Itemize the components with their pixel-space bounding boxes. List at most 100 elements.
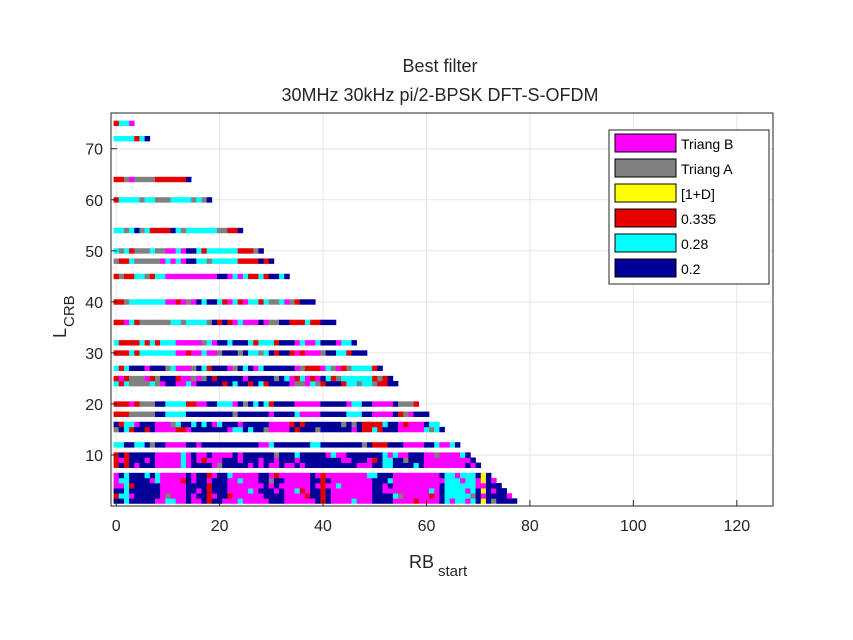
heatmap-cell bbox=[185, 319, 192, 326]
heatmap-cell bbox=[175, 248, 182, 254]
heatmap-cell bbox=[129, 248, 135, 254]
heatmap-cell bbox=[237, 273, 244, 280]
heatmap-cell bbox=[284, 442, 290, 448]
heatmap-cell bbox=[222, 483, 228, 489]
heatmap-cell bbox=[320, 340, 326, 346]
heatmap-cell bbox=[470, 493, 476, 499]
heatmap-cell bbox=[118, 299, 125, 305]
heatmap-cell bbox=[232, 493, 239, 499]
heatmap-cell bbox=[356, 498, 363, 504]
heatmap-cell bbox=[356, 442, 363, 448]
heatmap-cell bbox=[377, 375, 383, 382]
heatmap-cell bbox=[134, 477, 140, 484]
heatmap-cell bbox=[382, 462, 388, 469]
heatmap-cell bbox=[118, 401, 125, 407]
heatmap-cell bbox=[154, 442, 161, 448]
heatmap-cell bbox=[279, 442, 285, 448]
heatmap-cell bbox=[160, 472, 166, 479]
heatmap-cell bbox=[196, 498, 202, 504]
heatmap-cell bbox=[160, 442, 166, 448]
heatmap-cell bbox=[201, 477, 207, 484]
heatmap-cell bbox=[273, 411, 280, 417]
heatmap-cell bbox=[165, 197, 171, 203]
heatmap-cell bbox=[253, 380, 259, 387]
heatmap-cell bbox=[418, 472, 425, 479]
heatmap-cell bbox=[232, 488, 239, 494]
heatmap-cell bbox=[118, 488, 125, 494]
heatmap-cell bbox=[491, 488, 497, 494]
heatmap-cell bbox=[387, 452, 394, 458]
heatmap-cell bbox=[279, 493, 285, 499]
heatmap-cell bbox=[263, 421, 270, 428]
heatmap-cell bbox=[248, 299, 254, 305]
heatmap-cell bbox=[315, 319, 321, 326]
heatmap-cell bbox=[191, 457, 197, 463]
heatmap-cell bbox=[118, 421, 125, 428]
heatmap-cell bbox=[180, 197, 187, 203]
heatmap-cell bbox=[382, 442, 388, 448]
heatmap-cell bbox=[242, 365, 249, 372]
heatmap-cell bbox=[123, 472, 130, 479]
heatmap-cell bbox=[361, 365, 368, 372]
heatmap-cell bbox=[284, 421, 290, 428]
heatmap-cell bbox=[113, 258, 120, 264]
heatmap-cell bbox=[144, 319, 151, 326]
heatmap-cell bbox=[325, 472, 332, 479]
heatmap-cell bbox=[304, 452, 311, 458]
heatmap-cell bbox=[372, 452, 378, 458]
heatmap-cell bbox=[237, 375, 244, 382]
heatmap-cell bbox=[134, 421, 140, 428]
heatmap-cell bbox=[434, 442, 440, 448]
heatmap-cell bbox=[217, 457, 223, 463]
heatmap-cell bbox=[279, 401, 285, 407]
heatmap-cell bbox=[139, 426, 145, 433]
heatmap-cell bbox=[258, 452, 264, 458]
heatmap-cell bbox=[382, 375, 388, 382]
heatmap-cell bbox=[170, 472, 176, 479]
heatmap-cell bbox=[335, 498, 342, 504]
heatmap-cell bbox=[180, 421, 187, 428]
heatmap-cell bbox=[351, 483, 357, 489]
heatmap-cell bbox=[191, 452, 197, 458]
heatmap-cell bbox=[118, 498, 125, 504]
heatmap-cell bbox=[367, 375, 373, 382]
heatmap-cell bbox=[206, 248, 213, 254]
heatmap-cell bbox=[253, 340, 259, 346]
heatmap-cell bbox=[175, 375, 182, 382]
heatmap-cell bbox=[320, 488, 326, 494]
heatmap-cell bbox=[299, 340, 306, 346]
heatmap-cell bbox=[418, 442, 425, 448]
heatmap-cell bbox=[356, 452, 363, 458]
heatmap-cell bbox=[191, 483, 197, 489]
heatmap-cell bbox=[398, 411, 404, 417]
heatmap-cell bbox=[232, 477, 239, 484]
heatmap-cell bbox=[253, 498, 259, 504]
heatmap-cell bbox=[185, 273, 192, 280]
heatmap-cell bbox=[356, 462, 363, 469]
heatmap-cell bbox=[304, 488, 311, 494]
heatmap-cell bbox=[439, 477, 445, 484]
heatmap-cell bbox=[356, 350, 363, 356]
heatmap-cell bbox=[315, 493, 321, 499]
heatmap-cell bbox=[206, 442, 213, 448]
heatmap-cell bbox=[129, 340, 135, 346]
heatmap-cell bbox=[475, 488, 482, 494]
heatmap-cell bbox=[320, 380, 326, 387]
heatmap-cell bbox=[367, 380, 373, 387]
heatmap-cell bbox=[206, 477, 213, 484]
heatmap-cell bbox=[191, 426, 197, 433]
heatmap-cell bbox=[449, 452, 456, 458]
heatmap-cell bbox=[134, 483, 140, 489]
heatmap-cell bbox=[113, 472, 120, 479]
heatmap-cell bbox=[154, 248, 161, 254]
heatmap-cell bbox=[434, 426, 440, 433]
heatmap-cell bbox=[372, 477, 378, 484]
heatmap-cell bbox=[154, 227, 161, 234]
heatmap-cell bbox=[129, 493, 135, 499]
heatmap-cell bbox=[242, 488, 249, 494]
heatmap-cell bbox=[123, 380, 130, 387]
heatmap-cell bbox=[185, 299, 192, 305]
heatmap-cell bbox=[294, 375, 301, 382]
heatmap-cell bbox=[268, 365, 275, 372]
heatmap-cell bbox=[113, 340, 120, 346]
